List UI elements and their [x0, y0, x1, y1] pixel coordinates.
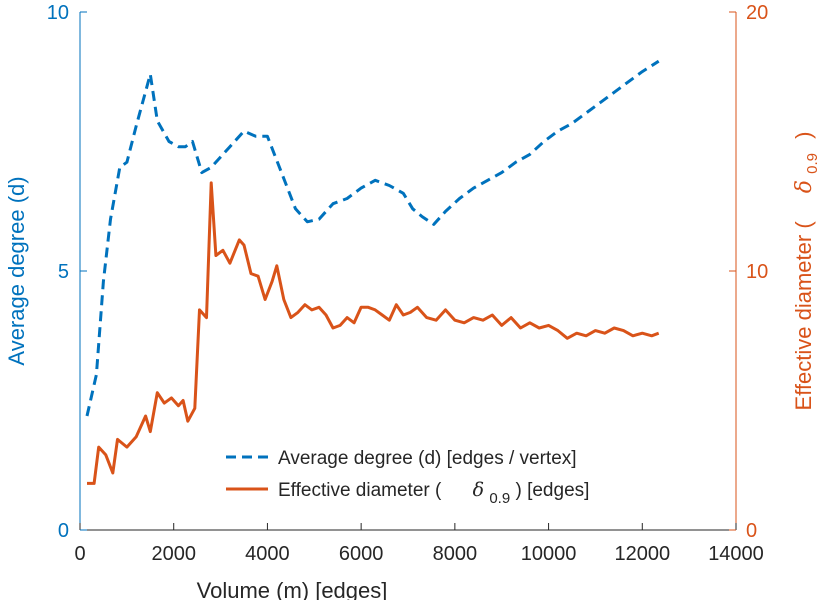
- left-tick-label: 5: [58, 261, 69, 283]
- left-tick-label: 10: [47, 2, 69, 24]
- legend-label-ed-suffix: ) [edges]: [515, 480, 589, 501]
- left-tick-label: 0: [58, 520, 69, 542]
- x-axis-label: Volume (m) [edges]: [197, 578, 388, 600]
- x-tick-label: 4000: [245, 543, 290, 565]
- right-tick-label: 10: [746, 261, 768, 283]
- x-tick-label: 12000: [614, 543, 670, 565]
- series-layer: [85, 59, 660, 485]
- x-tick-label: 8000: [433, 543, 478, 565]
- right-axis-label-symbol: δ: [792, 180, 817, 193]
- legend-label-ed-symbol: δ: [473, 479, 484, 501]
- x-tick-label: 0: [74, 543, 85, 565]
- right-axis-label-suffix: ): [791, 132, 816, 139]
- right-tick-label: 0: [746, 520, 757, 542]
- right-axis-label-prefix: Effective diameter (: [791, 221, 816, 411]
- legend-label-effective-diameter: Effective diameter ( δ 0.9 ) [edges]: [278, 479, 589, 508]
- x-tick-label: 2000: [151, 543, 196, 565]
- legend-label-ed-sub: 0.9: [489, 490, 510, 507]
- left-axis-label: Average degree (d): [4, 176, 29, 365]
- x-tick-label: 14000: [708, 543, 764, 565]
- svg-text:Effective diameter ( δ: Effective diameter ( δ 0.9 ): [791, 132, 822, 411]
- x-tick-label: 6000: [339, 543, 384, 565]
- right-axis-label-sub: 0.9: [804, 153, 821, 174]
- right-tick-label: 20: [746, 2, 768, 24]
- series-line-average-degree: [85, 59, 660, 417]
- legend-label-ed-prefix: Effective diameter (: [278, 480, 442, 501]
- ticks-layer: 0 2000 4000 6000 8000 10000 12000 1400005100102…: [47, 2, 769, 565]
- right-axis-label: Effective diameter ( δ 0.9 ): [791, 132, 822, 411]
- series-line-effective-diameter: [87, 181, 660, 485]
- legend-label-average-degree: Average degree (d) [edges / vertex]: [278, 448, 577, 469]
- x-tick-label: 10000: [521, 543, 577, 565]
- legend: Average degree (d) [edges / vertex] Effe…: [226, 448, 589, 508]
